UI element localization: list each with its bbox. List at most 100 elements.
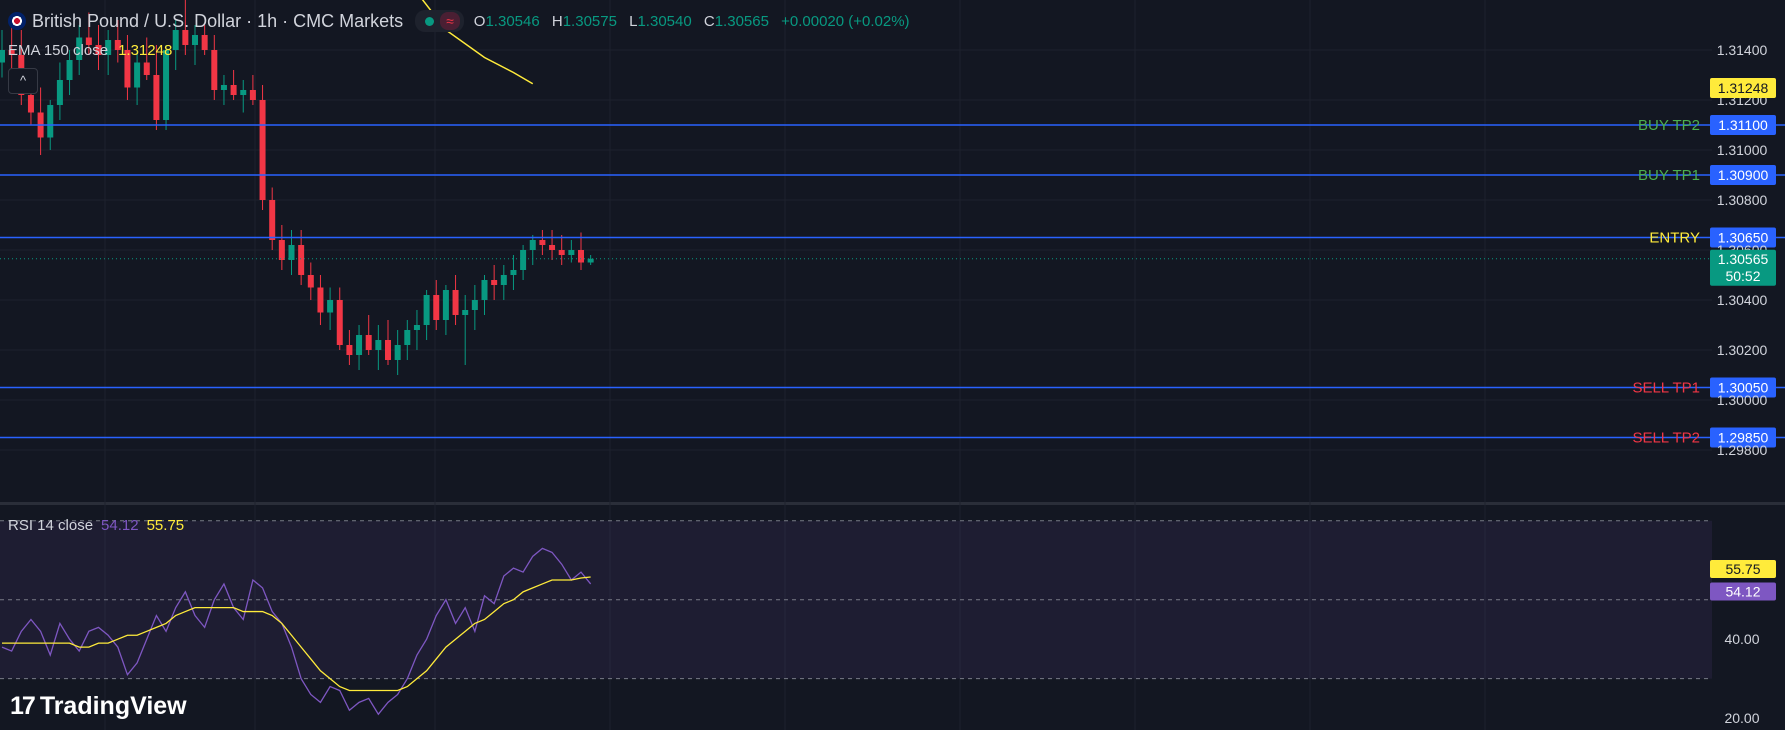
rsi-axis-tick: 40.00 [1724, 631, 1759, 647]
symbol-title[interactable]: British Pound / U.S. Dollar · 1h · CMC M… [32, 10, 404, 31]
ema-tag: 1.31248 [1718, 80, 1769, 96]
candle-body[interactable] [47, 105, 54, 138]
rsi-legend-value: 54.12 [101, 517, 139, 534]
symbol-legend: British Pound / U.S. Dollar · 1h · CMC M… [8, 10, 918, 32]
ohlc-low-key: L [629, 12, 638, 30]
ema-legend-value: 1.31248 [118, 42, 173, 59]
candle-body[interactable] [317, 287, 324, 313]
ema-legend[interactable]: EMA 150 close 1.31248 [8, 42, 172, 59]
candle-body[interactable] [240, 90, 247, 95]
candle-body[interactable] [114, 40, 121, 50]
candle-body[interactable] [375, 340, 382, 350]
candle-body[interactable] [269, 200, 276, 240]
candle-body[interactable] [327, 300, 334, 313]
pane-separator[interactable] [0, 502, 1785, 505]
candle-body[interactable] [491, 280, 498, 285]
candle-body[interactable] [192, 35, 198, 45]
candle-body[interactable] [394, 345, 401, 360]
candle-body[interactable] [27, 95, 34, 113]
level-tag-bg-buy-tp1 [1710, 165, 1776, 185]
candle-body[interactable] [95, 45, 102, 55]
candle-body[interactable] [462, 310, 469, 315]
level-label-entry: ENTRY [1649, 230, 1700, 247]
candle-body[interactable] [278, 240, 285, 260]
candle-body[interactable] [500, 275, 507, 285]
ohlc-open-key: O [473, 12, 486, 30]
candle-body[interactable] [220, 85, 227, 90]
rsi-line[interactable] [1, 547, 592, 716]
collapse-legend-button[interactable]: ^ [8, 68, 38, 94]
candle-body[interactable] [288, 245, 295, 260]
candle-body[interactable] [230, 85, 237, 95]
price-axis-tick: 1.31400 [1717, 42, 1768, 58]
candle-body[interactable] [452, 290, 459, 315]
candle-body[interactable] [346, 345, 353, 355]
rsi-tag: 54.12 [1725, 583, 1760, 599]
gbp-flag-icon [8, 12, 26, 30]
candle-body[interactable] [510, 270, 517, 275]
candle-body[interactable] [56, 80, 63, 105]
candle-body[interactable] [587, 258, 594, 263]
candle-body[interactable] [433, 295, 440, 320]
price-axis-tick: 1.30800 [1717, 192, 1768, 208]
ohlc-high-value: 1.30575 [562, 12, 617, 30]
candle-body[interactable] [413, 325, 420, 330]
ohlc-values: O1.30546 H1.30575 L1.30540 C1.30565 +0.0… [474, 13, 918, 30]
ema-tag-bg [1710, 78, 1776, 98]
candle-body[interactable] [143, 62, 150, 76]
candle-body[interactable] [163, 50, 170, 120]
candle-body[interactable] [124, 50, 131, 88]
candle-body[interactable] [0, 50, 5, 63]
price-axis-tick: 1.30200 [1717, 342, 1768, 358]
candle-body[interactable] [404, 330, 411, 345]
candle-body[interactable] [578, 250, 584, 263]
candle-body[interactable] [442, 290, 449, 320]
candle-body[interactable] [66, 60, 73, 80]
candle-body[interactable] [201, 35, 208, 50]
candle-body[interactable] [85, 37, 92, 46]
tradingview-logo-text: TradingView [39, 692, 187, 720]
market-status-pill[interactable]: ≈ [415, 10, 464, 32]
candle-body[interactable] [105, 40, 112, 55]
ohlc-low-value: 1.30540 [637, 12, 692, 30]
candle-body[interactable] [385, 340, 391, 360]
candle-body[interactable] [182, 30, 189, 45]
candle-body[interactable] [298, 245, 305, 275]
candle-body[interactable] [529, 240, 536, 250]
candle-body[interactable] [568, 250, 575, 255]
level-tag-entry: 1.30650 [1718, 230, 1769, 246]
candle-body[interactable] [539, 240, 546, 245]
candle-body[interactable] [153, 75, 160, 120]
candle-body[interactable] [365, 335, 372, 350]
price-change: +0.00020 (+0.02%) [781, 12, 910, 30]
candle-body[interactable] [471, 300, 478, 310]
candle-body[interactable] [172, 30, 179, 50]
candle-body[interactable] [558, 250, 565, 255]
candle-body[interactable] [134, 62, 141, 88]
candle-body[interactable] [423, 295, 430, 325]
tradingview-logo-icon: 17 [10, 692, 36, 720]
rsi-tag: 55.75 [1725, 561, 1760, 577]
candle-body[interactable] [549, 245, 556, 250]
candle-body[interactable] [8, 50, 15, 55]
rsi-legend[interactable]: RSI 14 close 54.12 55.75 [8, 517, 184, 534]
last-price-tag-bg [1710, 249, 1776, 286]
wave-icon: ≈ [440, 12, 460, 30]
tradingview-logo[interactable]: 17 TradingView [10, 692, 187, 721]
level-tag-sell-tp1: 1.30050 [1718, 380, 1769, 396]
candle-body[interactable] [259, 100, 266, 200]
candle-body[interactable] [356, 335, 363, 355]
candle-body[interactable] [520, 250, 527, 270]
candle-body[interactable] [336, 300, 343, 345]
candle-body[interactable] [211, 50, 218, 90]
level-label-sell-tp1: SELL TP1 [1632, 380, 1700, 397]
candle-body[interactable] [249, 90, 256, 100]
candle-body[interactable] [481, 280, 488, 300]
level-label-buy-tp1: BUY TP1 [1638, 167, 1700, 184]
level-label-buy-tp2: BUY TP2 [1638, 117, 1700, 134]
candle-body[interactable] [76, 37, 83, 61]
rsi-ma-line[interactable] [2, 576, 591, 692]
candle-body[interactable] [307, 275, 314, 288]
